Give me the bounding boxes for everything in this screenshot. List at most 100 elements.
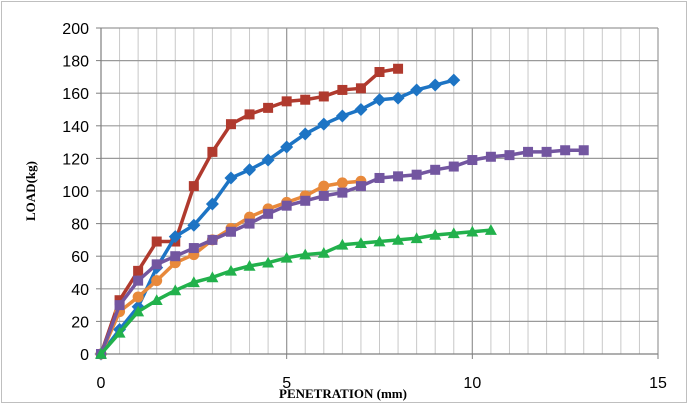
data-point xyxy=(132,305,145,317)
data-point xyxy=(95,348,107,359)
data-point xyxy=(318,190,329,201)
data-point xyxy=(188,181,199,192)
data-point xyxy=(504,150,515,161)
data-point xyxy=(132,291,144,303)
data-point xyxy=(336,238,349,250)
data-point xyxy=(300,195,311,206)
data-point xyxy=(244,109,255,120)
data-point xyxy=(298,127,312,141)
y-tick-label: 80 xyxy=(71,217,89,234)
data-point xyxy=(578,145,589,156)
series-line xyxy=(99,228,492,356)
data-point xyxy=(224,264,237,276)
data-point xyxy=(262,256,275,268)
x-tick-labels: 0 5 10 15 xyxy=(97,375,667,392)
data-point xyxy=(317,117,331,131)
data-point xyxy=(429,229,442,240)
data-point xyxy=(151,275,163,287)
data-point xyxy=(335,109,349,123)
data-point xyxy=(151,259,162,270)
data-point xyxy=(373,235,386,247)
series-line xyxy=(99,78,455,356)
series-1 xyxy=(96,63,404,359)
data-point xyxy=(355,181,366,192)
data-point xyxy=(243,259,256,271)
data-point xyxy=(318,91,329,102)
y-tick-label: 120 xyxy=(62,151,89,168)
data-point xyxy=(280,140,294,154)
series-4 xyxy=(96,145,589,359)
y-tick-label: 160 xyxy=(62,86,89,103)
data-point xyxy=(467,155,478,166)
data-point xyxy=(391,91,405,105)
data-point xyxy=(448,161,459,172)
y-tick-label: 200 xyxy=(62,21,89,38)
data-point xyxy=(263,102,274,113)
data-point xyxy=(281,200,292,211)
data-point xyxy=(428,78,442,92)
data-point xyxy=(318,180,330,192)
data-point xyxy=(411,169,422,180)
data-point xyxy=(225,119,236,130)
y-tick-label: 140 xyxy=(62,119,89,136)
y-axis-title: LOAD(kg) xyxy=(23,161,38,221)
data-point xyxy=(410,232,423,244)
data-point xyxy=(243,163,257,177)
data-point xyxy=(447,73,461,87)
data-point xyxy=(393,171,404,182)
y-tick-label: 60 xyxy=(71,249,89,266)
data-point xyxy=(484,224,497,235)
data-point xyxy=(523,146,534,157)
data-point xyxy=(354,103,368,116)
y-tick-label: 180 xyxy=(62,54,89,71)
data-point xyxy=(300,94,311,105)
x-tick-label: 0 xyxy=(97,375,106,392)
series-layer xyxy=(94,63,589,361)
data-point xyxy=(207,146,218,157)
y-tick-label: 100 xyxy=(62,184,89,201)
data-point xyxy=(317,246,330,258)
data-point xyxy=(355,83,366,94)
y-tick-label: 0 xyxy=(80,347,89,364)
data-point xyxy=(299,248,312,260)
data-point xyxy=(337,187,348,198)
data-point xyxy=(466,225,479,237)
data-point xyxy=(410,83,424,97)
x-axis-title: PENETRATION (mm) xyxy=(279,386,407,401)
y-tick-label: 40 xyxy=(71,282,89,299)
data-point xyxy=(225,226,236,237)
y-tick-label: 20 xyxy=(71,314,89,331)
data-point xyxy=(280,251,293,263)
data-point xyxy=(187,276,200,288)
data-point xyxy=(354,237,367,248)
data-point xyxy=(133,275,144,286)
series-5 xyxy=(95,224,497,359)
data-point xyxy=(168,230,182,244)
data-point xyxy=(373,93,386,107)
data-point xyxy=(207,234,218,245)
data-point xyxy=(188,243,199,254)
data-point xyxy=(224,171,238,185)
data-point xyxy=(392,233,405,245)
data-point xyxy=(169,284,182,296)
data-point xyxy=(281,96,292,107)
data-point xyxy=(374,67,385,78)
data-point xyxy=(337,84,348,95)
data-point xyxy=(485,151,496,162)
data-point xyxy=(263,208,274,219)
data-point xyxy=(560,145,571,156)
data-point xyxy=(150,294,163,306)
x-tick-label: 10 xyxy=(463,375,481,392)
data-point xyxy=(447,227,460,239)
data-point xyxy=(261,153,275,167)
data-point xyxy=(244,218,255,229)
data-point xyxy=(205,197,219,211)
data-point xyxy=(206,271,219,283)
data-point xyxy=(430,164,441,175)
data-point xyxy=(114,300,125,311)
y-tick-labels: 0 20 40 60 80 100 120 140 160 180 200 xyxy=(62,21,89,364)
data-point xyxy=(113,326,126,338)
data-point xyxy=(133,265,144,276)
data-point xyxy=(393,63,404,74)
